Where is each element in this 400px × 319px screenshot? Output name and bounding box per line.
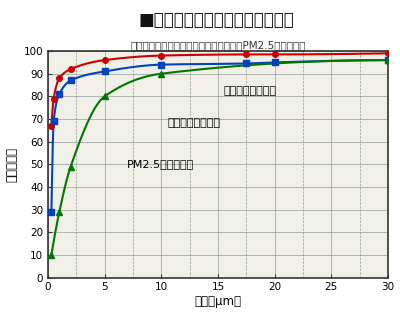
Text: 中性能フィルター: 中性能フィルター <box>224 86 277 96</box>
Text: PM2.5フィルター: PM2.5フィルター <box>127 159 194 168</box>
X-axis label: 粒径（μm）: 粒径（μm） <box>194 295 242 308</box>
Y-axis label: 効率（％）: 効率（％） <box>5 147 18 182</box>
Title: 中性能フィルター／高性能フィルター／PM2.5フィルター: 中性能フィルター／高性能フィルター／PM2.5フィルター <box>130 40 306 50</box>
Text: ■フィルター性能比較（計数法）: ■フィルター性能比較（計数法） <box>138 11 294 29</box>
Text: 高性能フィルター: 高性能フィルター <box>167 118 220 128</box>
